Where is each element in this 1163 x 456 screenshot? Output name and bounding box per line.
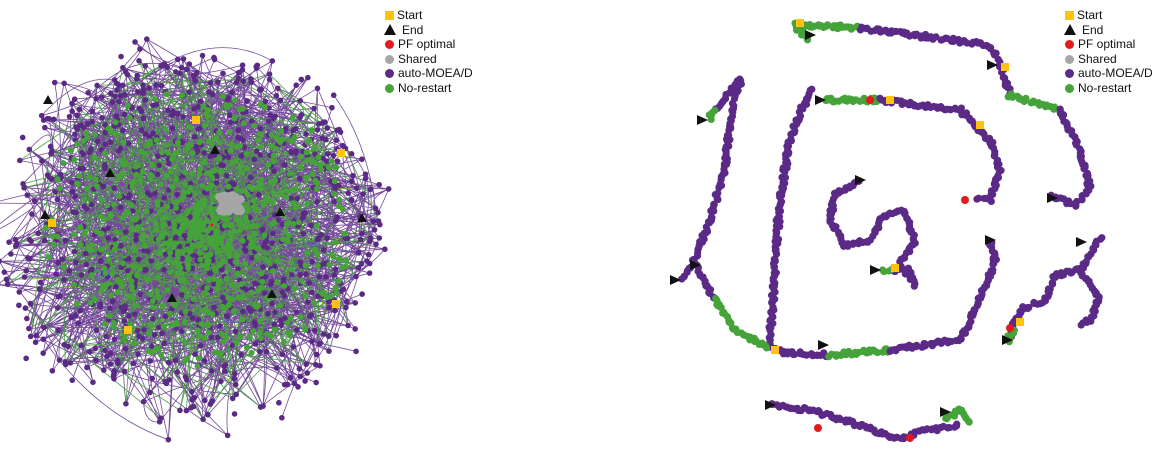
legend-pf-optimal: PF optimal — [384, 37, 473, 52]
legend-shared-label: Shared — [1078, 51, 1117, 66]
legend-auto-moead: auto-MOEA/D — [384, 66, 473, 81]
legend-end-label: End — [402, 22, 424, 37]
legend-shared-label: Shared — [398, 51, 437, 66]
pf-optimal-dot-icon — [385, 39, 394, 49]
auto-moead-dot-icon — [385, 69, 394, 79]
legend-auto-moead: auto-MOEA/D — [1064, 66, 1153, 81]
legend-no-restart-label: No-restart — [398, 80, 452, 95]
legend-end: End — [1064, 23, 1153, 38]
left-network-panel — [0, 0, 400, 456]
legend-pf-optimal: PF optimal — [1064, 37, 1153, 52]
left-network-graph — [0, 36, 392, 443]
shared-dot-icon — [385, 54, 394, 64]
pf-optimal-dot-icon — [1065, 39, 1074, 49]
legend-no-restart: No-restart — [1064, 81, 1153, 96]
legend-shared: Shared — [384, 52, 473, 67]
no-restart-dot-icon — [385, 83, 394, 93]
legend-auto-moead-label: auto-MOEA/D — [1078, 66, 1153, 81]
legend-no-restart-label: No-restart — [1078, 80, 1132, 95]
legend-end: End — [384, 23, 473, 38]
right-network-panel — [660, 0, 1163, 456]
legend-no-restart: No-restart — [384, 81, 473, 96]
no-restart-dot-icon — [1065, 83, 1074, 93]
legend-end-label: End — [1082, 22, 1104, 37]
auto-moead-dot-icon — [1065, 69, 1074, 79]
right-legend: Start End PF optimal Shared auto-MOEA/D … — [1064, 8, 1153, 96]
left-legend: Start End PF optimal Shared auto-MOEA/D … — [384, 8, 473, 96]
right-network-graph — [670, 19, 1106, 443]
start-square-icon — [1065, 11, 1074, 21]
legend-start: Start — [1064, 8, 1153, 23]
start-square-icon — [385, 11, 394, 21]
legend-pf-optimal-label: PF optimal — [1078, 37, 1136, 52]
legend-auto-moead-label: auto-MOEA/D — [398, 66, 473, 81]
end-triangle-icon — [384, 24, 396, 36]
legend-start-label: Start — [1077, 8, 1103, 22]
legend-start: Start — [384, 8, 473, 23]
legend-pf-optimal-label: PF optimal — [398, 37, 456, 52]
legend-start-label: Start — [397, 8, 423, 22]
shared-dot-icon — [1065, 54, 1074, 64]
legend-shared: Shared — [1064, 52, 1153, 67]
end-triangle-icon — [1064, 24, 1076, 36]
